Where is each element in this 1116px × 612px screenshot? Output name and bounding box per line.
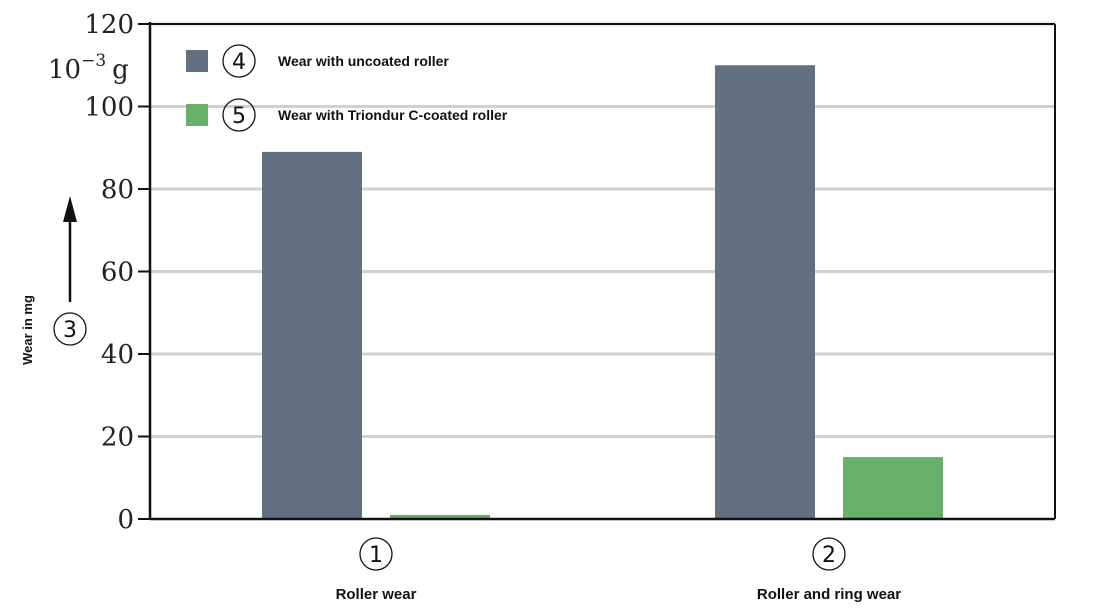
legend-entry-label: Wear with uncoated roller (278, 53, 449, 69)
y-tick-label: 100 (84, 93, 134, 123)
y-tick-label: 40 (101, 340, 134, 370)
y-tick-labels: 0 20 40 60 80 100 120 (84, 10, 150, 535)
legend-swatch (186, 104, 208, 126)
y-tick-label: 120 (84, 10, 134, 40)
bar-uncoated-1 (262, 151, 362, 519)
legend-entry-label: Wear with Triondur C-coated roller (278, 107, 508, 123)
bar-coated-1 (390, 514, 490, 519)
axis-marker: 3 (53, 312, 87, 346)
category-labels: 1 Roller wear 2 Roller and ring wear (336, 537, 901, 603)
legend: 4 Wear with uncoated roller 5 Wear with Tri… (186, 44, 508, 132)
category-marker-circle (812, 537, 846, 571)
y-unit-label: 10−3 g (48, 51, 129, 85)
axes (148, 22, 1056, 521)
legend-marker-number: 5 (232, 104, 246, 129)
bar-coated-2 (843, 457, 943, 519)
legend-marker-number: 4 (232, 50, 246, 75)
category-marker-circle (359, 537, 393, 571)
legend-marker-circle (222, 98, 256, 132)
category-label: Roller and ring wear (757, 586, 901, 603)
category-marker-number: 2 (822, 543, 836, 568)
category-marker-number: 1 (369, 543, 383, 568)
y-tick-label: 0 (117, 505, 134, 535)
svg-text:3: 3 (63, 318, 77, 343)
y-tick-label: 20 (101, 423, 134, 453)
y-axis-arrow (63, 196, 77, 302)
legend-marker-circle (222, 44, 256, 78)
y-tick-label: 60 (101, 258, 134, 288)
legend-swatch (186, 50, 208, 72)
bars (262, 65, 943, 519)
y-tick-label: 80 (101, 175, 134, 205)
y-axis-label: Wear in mg (20, 295, 35, 365)
bar-uncoated-2 (715, 65, 815, 519)
category-label: Roller wear (336, 586, 417, 603)
